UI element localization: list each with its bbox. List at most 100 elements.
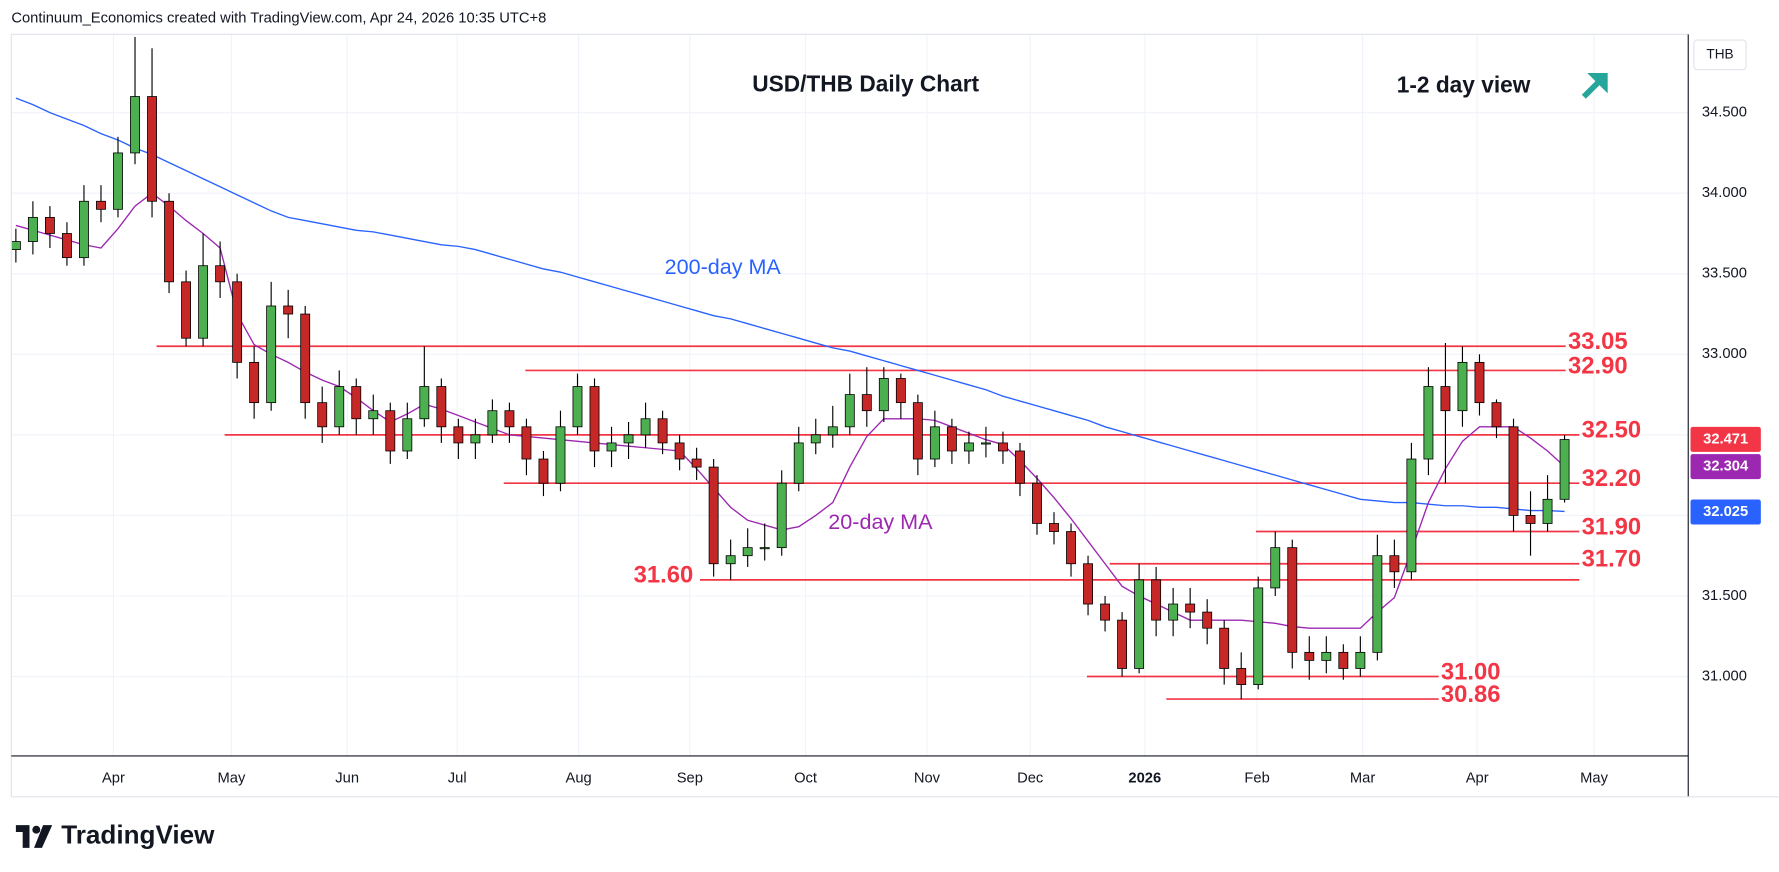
candle-body bbox=[27, 216, 38, 242]
x-tick-label: Mar bbox=[1350, 771, 1375, 787]
brand-name: TradingView bbox=[61, 819, 215, 849]
candle-body bbox=[1474, 361, 1485, 404]
series-label: 200-day MA bbox=[665, 254, 782, 279]
x-tick-label: Aug bbox=[566, 771, 592, 787]
candle-body bbox=[79, 200, 89, 259]
candle-body bbox=[776, 482, 787, 549]
candle-body bbox=[878, 378, 889, 412]
candle-body bbox=[1185, 603, 1196, 613]
candle-body bbox=[606, 442, 617, 452]
candle-body bbox=[1151, 579, 1162, 621]
candle-body bbox=[453, 426, 464, 444]
candle-body bbox=[198, 265, 209, 339]
candle-body bbox=[1100, 603, 1111, 621]
candle-body bbox=[691, 458, 702, 468]
currency-label: THB bbox=[1706, 46, 1733, 61]
candle-body bbox=[1321, 651, 1332, 661]
candle-body bbox=[470, 434, 481, 444]
price-tag bbox=[1690, 426, 1761, 452]
y-tick-label: 31.000 bbox=[1702, 668, 1747, 684]
candle-body bbox=[10, 241, 21, 250]
candle-body bbox=[1066, 531, 1076, 565]
price-tag-label: 32.471 bbox=[1703, 431, 1748, 447]
candle-body bbox=[164, 200, 174, 283]
candle-body bbox=[232, 281, 243, 363]
candle-body bbox=[1253, 587, 1264, 685]
candle-body bbox=[1406, 458, 1417, 573]
candle-body bbox=[1270, 547, 1281, 589]
candle-body bbox=[62, 233, 72, 259]
y-tick-label: 31.500 bbox=[1702, 588, 1747, 604]
candle-body bbox=[487, 410, 498, 436]
candle-body bbox=[538, 458, 549, 484]
x-tick-label: Sep bbox=[677, 771, 703, 787]
candle-body bbox=[300, 313, 311, 404]
chart-title: USD/THB Daily Chart bbox=[752, 70, 979, 96]
candle-body bbox=[130, 96, 140, 154]
candle-body bbox=[96, 200, 106, 210]
candle-body bbox=[912, 402, 923, 460]
candle-body bbox=[708, 466, 719, 565]
candle-body bbox=[555, 426, 566, 484]
candle-body bbox=[368, 410, 379, 420]
candle-body bbox=[998, 442, 1008, 452]
candle-body bbox=[266, 305, 277, 404]
level-label: 32.50 bbox=[1582, 417, 1642, 444]
level-label: 31.60 bbox=[634, 562, 694, 589]
candle-body bbox=[44, 216, 55, 234]
candle-body bbox=[1372, 555, 1383, 653]
moving-average-line bbox=[15, 97, 1565, 513]
level-label: 31.00 bbox=[1441, 658, 1501, 685]
level-label: 32.90 bbox=[1568, 352, 1628, 379]
currency-box bbox=[1693, 39, 1747, 71]
price-tag bbox=[1690, 454, 1761, 480]
up-arrow-icon bbox=[1581, 72, 1608, 99]
candle-body bbox=[385, 410, 396, 452]
candle-body bbox=[1117, 619, 1128, 669]
level-label: 32.20 bbox=[1582, 465, 1642, 492]
x-tick-label: Apr bbox=[1466, 771, 1489, 787]
candle-body bbox=[215, 265, 226, 283]
y-tick-label: 33.000 bbox=[1702, 346, 1747, 362]
candle-body bbox=[589, 386, 600, 452]
candle-body bbox=[640, 418, 651, 436]
candle-body bbox=[725, 555, 736, 565]
candle-body bbox=[1559, 439, 1570, 500]
candle-body bbox=[1423, 386, 1434, 460]
candle-body bbox=[946, 426, 957, 452]
candle-body bbox=[402, 418, 413, 452]
x-tick-label: May bbox=[1580, 771, 1608, 787]
candle-body bbox=[1304, 651, 1315, 661]
candle-body bbox=[351, 386, 362, 420]
x-tick-label: Apr bbox=[102, 771, 125, 787]
candle-body bbox=[793, 442, 804, 484]
candle-body bbox=[1032, 482, 1042, 524]
level-label: 33.05 bbox=[1568, 328, 1628, 355]
view-annotation: 1-2 day view bbox=[1397, 72, 1531, 98]
series-label: 20-day MA bbox=[828, 509, 933, 534]
x-tick-label: May bbox=[218, 771, 246, 787]
candle-body bbox=[1525, 515, 1536, 524]
candle-body bbox=[1389, 555, 1400, 573]
level-label: 31.90 bbox=[1582, 513, 1642, 540]
candle-body bbox=[1134, 579, 1145, 669]
candle-body bbox=[1491, 402, 1502, 428]
candle-body bbox=[504, 410, 515, 428]
candle-body bbox=[827, 426, 838, 436]
candle-body bbox=[334, 386, 345, 428]
candle-body bbox=[810, 434, 821, 444]
candle-body bbox=[742, 547, 753, 557]
candle-body bbox=[419, 386, 430, 420]
candle-body bbox=[674, 442, 685, 460]
x-tick-label: Feb bbox=[1244, 771, 1269, 787]
x-tick-label: Oct bbox=[794, 771, 817, 787]
candle-body bbox=[147, 96, 157, 202]
x-tick-label: Jul bbox=[448, 771, 467, 787]
candle-body bbox=[759, 547, 770, 550]
candle-body bbox=[283, 305, 294, 315]
price-tag-label: 32.304 bbox=[1703, 459, 1749, 475]
y-tick-label: 33.500 bbox=[1702, 266, 1747, 282]
candle-body bbox=[1202, 611, 1213, 629]
